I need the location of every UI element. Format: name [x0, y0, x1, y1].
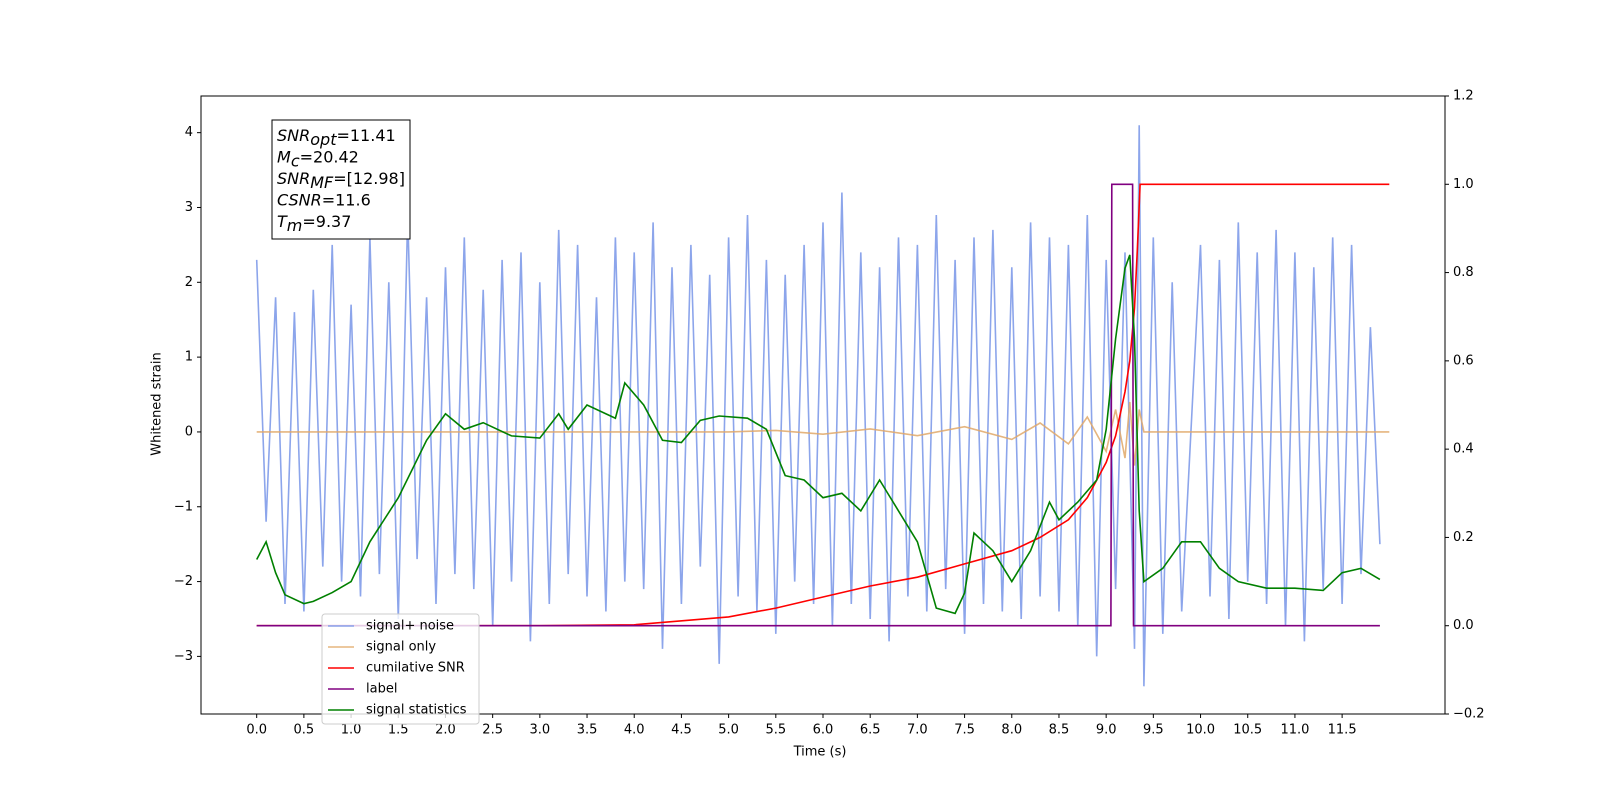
- annotation-symbol: CSNR: [277, 190, 322, 209]
- y2-tick-label: 1.0: [1453, 177, 1474, 192]
- annotation-line: SNRopt=11.41: [277, 126, 396, 149]
- y2-tick-label: 0.0: [1453, 618, 1474, 633]
- y2-tick-label: −0.2: [1453, 707, 1485, 722]
- y2-tick-label: 0.6: [1453, 353, 1474, 368]
- plot-area: [255, 125, 1390, 687]
- series-line: [256, 401, 1390, 466]
- y-tick-label: 0: [185, 424, 193, 439]
- x-tick-label: 1.5: [388, 723, 409, 738]
- y2-tick-label: 0.8: [1453, 265, 1474, 280]
- x-tick-label: 0.5: [294, 723, 315, 738]
- legend-box: [321, 613, 480, 725]
- y-tick-label: −2: [174, 574, 193, 589]
- annotation-symbol: SNR: [277, 169, 310, 188]
- y-tick-label: 1: [185, 350, 193, 365]
- x-tick-label: 0.0: [246, 723, 267, 738]
- annotation-line: Mc=20.42: [277, 147, 359, 170]
- x-tick-label: 9.5: [1143, 723, 1164, 738]
- x-tick-label: 2.5: [482, 723, 503, 738]
- legend-label: signal statistics: [366, 703, 467, 718]
- annotation-line: Tm=9.37: [277, 212, 351, 235]
- legend: signal+ noise signal only cumilative SNR la…: [321, 613, 480, 725]
- x-tick-label: 4.0: [624, 723, 645, 738]
- annotation-value: =20.42: [300, 147, 359, 166]
- x-tick-label: 6.0: [813, 723, 834, 738]
- x-tick-label: 1.0: [341, 723, 362, 738]
- annotation-sub: c: [291, 151, 300, 170]
- x-tick-label: 9.0: [1096, 723, 1117, 738]
- annotation-value: =[12.98]: [333, 169, 405, 188]
- annotation-symbol: T: [277, 212, 288, 231]
- x-axis-label: Time (s): [793, 745, 847, 760]
- annotation-symbol: M: [277, 147, 291, 166]
- legend-label: signal only: [366, 640, 436, 655]
- annotation-line: SNRMF=[12.98]: [277, 169, 405, 192]
- annotation-value: =11.41: [336, 126, 395, 145]
- x-tick-label: 11.5: [1328, 723, 1357, 738]
- y-tick-label: 3: [185, 200, 193, 215]
- series-line: [255, 125, 1381, 687]
- y-tick-label: −1: [174, 499, 193, 514]
- annotation-sub: m: [287, 216, 303, 235]
- x-tick-label: 10.0: [1186, 723, 1215, 738]
- x-tick-label: 6.5: [860, 723, 881, 738]
- annotation-value: =11.6: [322, 190, 371, 209]
- y-axis-label: Whitened strain: [150, 352, 165, 455]
- series-line: [255, 254, 1381, 615]
- y2-tick-label: 0.4: [1453, 442, 1474, 457]
- x-tick-label: 8.0: [1001, 723, 1022, 738]
- annotation-box: [271, 119, 411, 240]
- x-tick-label: 8.5: [1049, 723, 1070, 738]
- y-tick-label: 2: [185, 275, 193, 290]
- annotation-sub: MF: [310, 173, 334, 192]
- y-tick-label: −3: [174, 649, 193, 664]
- series-line: [256, 183, 1380, 627]
- x-tick-label: 4.5: [671, 723, 692, 738]
- annotation-value: =9.37: [302, 212, 351, 231]
- legend-label: label: [366, 682, 397, 697]
- annotation-symbol: SNR: [277, 126, 310, 145]
- y2-tick-label: 1.2: [1453, 89, 1474, 104]
- x-tick-label: 7.5: [954, 723, 975, 738]
- x-tick-label: 2.0: [435, 723, 456, 738]
- x-tick-label: 3.5: [577, 723, 598, 738]
- annotation: SNRopt=11.41Mc=20.42SNRMF=[12.98]CSNR=11…: [271, 119, 411, 240]
- x-tick-label: 3.0: [529, 723, 550, 738]
- y2-tick-label: 0.2: [1453, 530, 1474, 545]
- legend-label: signal+ noise: [366, 619, 454, 634]
- x-tick-label: 5.5: [765, 723, 786, 738]
- x-tick-label: 10.5: [1233, 723, 1262, 738]
- x-tick-label: 11.0: [1280, 723, 1309, 738]
- annotation-line: CSNR=11.6: [277, 190, 371, 209]
- x-tick-label: 5.0: [718, 723, 739, 738]
- y-tick-label: 4: [185, 125, 193, 140]
- annotation-sub: opt: [310, 130, 337, 149]
- legend-label: cumilative SNR: [366, 661, 465, 676]
- x-tick-label: 7.0: [907, 723, 928, 738]
